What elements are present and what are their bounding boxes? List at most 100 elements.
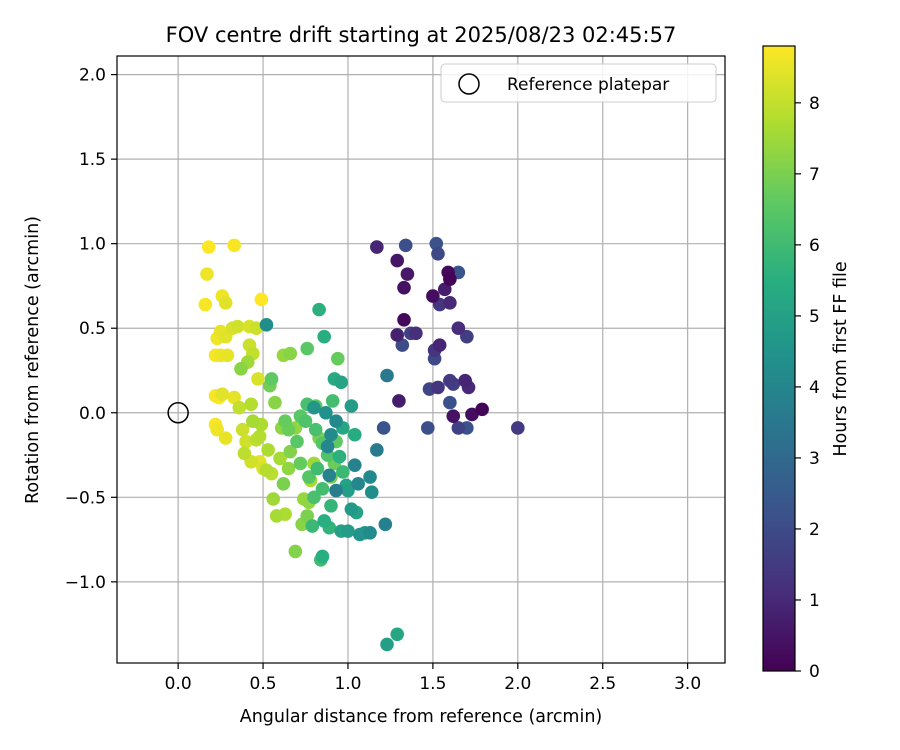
scatter-point bbox=[283, 444, 298, 459]
scatter-point bbox=[378, 517, 393, 532]
scatter-point bbox=[322, 468, 337, 483]
scatter-point bbox=[307, 490, 321, 505]
scatter-point bbox=[278, 414, 292, 429]
scatter-point bbox=[319, 405, 333, 420]
scatter-point bbox=[330, 351, 345, 366]
scatter-point bbox=[376, 421, 391, 435]
y-tick-label: 0.0 bbox=[79, 404, 106, 424]
scatter-point bbox=[283, 346, 298, 361]
scatter-point bbox=[426, 289, 440, 303]
scatter-point bbox=[398, 238, 413, 253]
scatter-point bbox=[210, 422, 225, 437]
x-tick-label: 1.5 bbox=[419, 674, 446, 694]
scatter-point bbox=[266, 492, 281, 506]
scatter-point bbox=[336, 465, 350, 479]
scatter-point bbox=[458, 373, 472, 388]
scatter-point bbox=[317, 329, 331, 344]
scatter-point bbox=[443, 373, 457, 388]
scatter-point bbox=[259, 463, 274, 478]
scatter-point bbox=[235, 422, 250, 437]
colorbar-tick-label: 4 bbox=[809, 378, 820, 398]
scatter-point bbox=[200, 267, 214, 281]
reference-point-marker bbox=[167, 402, 189, 424]
scatter-point bbox=[380, 368, 394, 383]
scatter-point bbox=[324, 498, 338, 513]
scatter-point bbox=[341, 483, 355, 498]
colorbar-tick-label: 2 bbox=[809, 520, 820, 540]
scatter-point bbox=[268, 395, 282, 410]
colorbar-gradient bbox=[763, 46, 795, 671]
scatter-point bbox=[465, 407, 479, 422]
scatter-point bbox=[230, 319, 245, 334]
scatter-point bbox=[234, 361, 248, 376]
scatter-point bbox=[252, 429, 267, 444]
y-tick-label: 1.5 bbox=[79, 150, 106, 170]
scatter-point bbox=[431, 247, 445, 261]
scatter-point bbox=[429, 236, 444, 251]
scatter-point bbox=[334, 375, 348, 390]
plot-frame bbox=[116, 55, 726, 664]
scatter-point bbox=[431, 380, 445, 395]
scatter-point bbox=[400, 267, 415, 281]
colorbar-tick-label: 0 bbox=[809, 662, 820, 682]
x-axis-label: Angular distance from reference (arcmin) bbox=[240, 707, 603, 727]
legend-label: Reference platepar bbox=[507, 75, 669, 95]
scatter-point bbox=[511, 421, 525, 435]
y-tick-label: −0.5 bbox=[65, 488, 106, 508]
scatter-point bbox=[395, 338, 410, 352]
scatter-point bbox=[312, 302, 326, 317]
legend-box bbox=[440, 63, 717, 103]
scatter-point bbox=[261, 443, 275, 457]
scatter-point bbox=[329, 414, 343, 429]
scatter-point bbox=[251, 372, 265, 386]
y-axis-ticks: −1.0 −0.5 0.0 0.5 1.0 1.5 2.0 bbox=[65, 66, 117, 593]
scatter-point bbox=[237, 446, 252, 461]
scatter-point bbox=[215, 387, 230, 401]
colorbar-tick-label: 8 bbox=[809, 94, 820, 114]
scatter-point bbox=[443, 272, 457, 286]
y-tick-label: 1.0 bbox=[79, 235, 106, 255]
scatter-point bbox=[475, 402, 489, 417]
colorbar-frame bbox=[762, 45, 796, 672]
scatter-point bbox=[344, 502, 359, 516]
scatter-point bbox=[392, 394, 406, 408]
scatter-point bbox=[344, 399, 359, 413]
legend-marker-icon bbox=[458, 73, 480, 95]
x-axis-ticks: 0.0 0.5 1.0 1.5 2.0 2.5 3.0 bbox=[165, 663, 701, 694]
scatter-point bbox=[264, 372, 279, 386]
scatter-point bbox=[273, 451, 287, 466]
colorbar-tick-label: 6 bbox=[809, 236, 820, 256]
scatter-point bbox=[305, 519, 320, 533]
scatter-point bbox=[281, 461, 296, 476]
scatter-point bbox=[246, 414, 260, 429]
data-points bbox=[198, 236, 525, 652]
scatter-point bbox=[443, 296, 457, 310]
scatter-point bbox=[201, 240, 216, 254]
scatter-point bbox=[302, 470, 316, 484]
scatter-point bbox=[332, 449, 347, 464]
scatter-point bbox=[227, 390, 241, 405]
scatter-point bbox=[397, 312, 411, 327]
scatter-point bbox=[293, 456, 308, 471]
x-tick-label: 2.5 bbox=[589, 674, 616, 694]
chart-title: FOV centre drift starting at 2025/08/23 … bbox=[166, 23, 677, 47]
scatter-point bbox=[353, 527, 367, 542]
scatter-point bbox=[298, 414, 313, 429]
scatter-point bbox=[198, 297, 213, 312]
x-tick-label: 3.0 bbox=[674, 674, 701, 694]
scatter-point bbox=[329, 483, 343, 498]
scatter-point bbox=[218, 296, 233, 310]
scatter-point bbox=[220, 348, 235, 363]
scatter-point bbox=[432, 338, 447, 352]
scatter-point bbox=[380, 637, 394, 652]
colorbar-tick-label: 1 bbox=[809, 591, 820, 611]
scatter-point bbox=[325, 394, 340, 408]
x-tick-label: 0.5 bbox=[250, 674, 277, 694]
scatter-point bbox=[446, 409, 461, 423]
scatter-point bbox=[259, 318, 274, 332]
y-tick-label: 0.5 bbox=[79, 319, 106, 339]
scatter-point bbox=[317, 514, 331, 528]
scatter-point bbox=[290, 434, 304, 449]
scatter-point bbox=[239, 434, 253, 449]
